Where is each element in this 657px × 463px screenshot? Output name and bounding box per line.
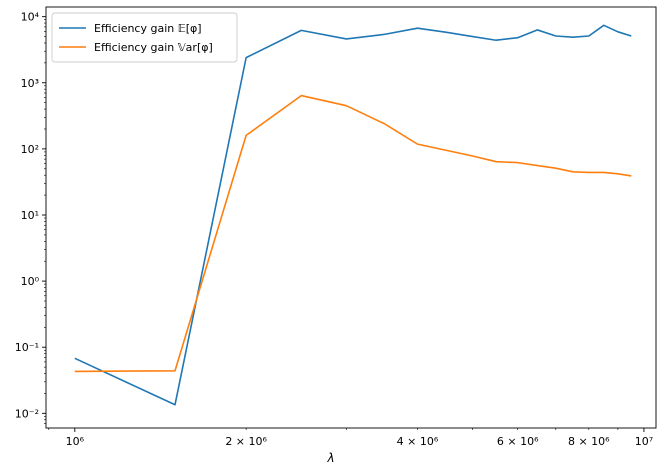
legend-label-1: Efficiency gain 𝕍ar[φ] — [94, 41, 213, 54]
plot-frame — [45, 6, 657, 429]
y-tick-label: 10² — [21, 143, 39, 156]
x-tick-label: 6 × 10⁶ — [497, 435, 539, 448]
x-tick-label: 10⁷ — [635, 435, 653, 448]
x-tick-label: 2 × 10⁶ — [225, 435, 267, 448]
y-tick-label: 10⁻¹ — [15, 341, 39, 354]
x-tick-label: 4 × 10⁶ — [397, 435, 439, 448]
legend-box — [51, 12, 238, 63]
legend-label-0: Efficiency gain 𝔼[φ] — [94, 22, 202, 35]
y-tick-label: 10⁴ — [21, 11, 40, 24]
y-tick-label: 10⁻² — [15, 407, 39, 420]
y-tick-label: 10³ — [21, 77, 39, 90]
series-line-0 — [74, 24, 632, 406]
y-tick-label: 10¹ — [21, 209, 39, 222]
x-tick-label: 8 × 10⁶ — [568, 435, 610, 448]
y-tick-label: 10⁰ — [21, 275, 40, 288]
series-line-1 — [74, 94, 632, 373]
x-axis-label: λ — [326, 451, 334, 463]
x-tick-label: 10⁶ — [66, 435, 85, 448]
